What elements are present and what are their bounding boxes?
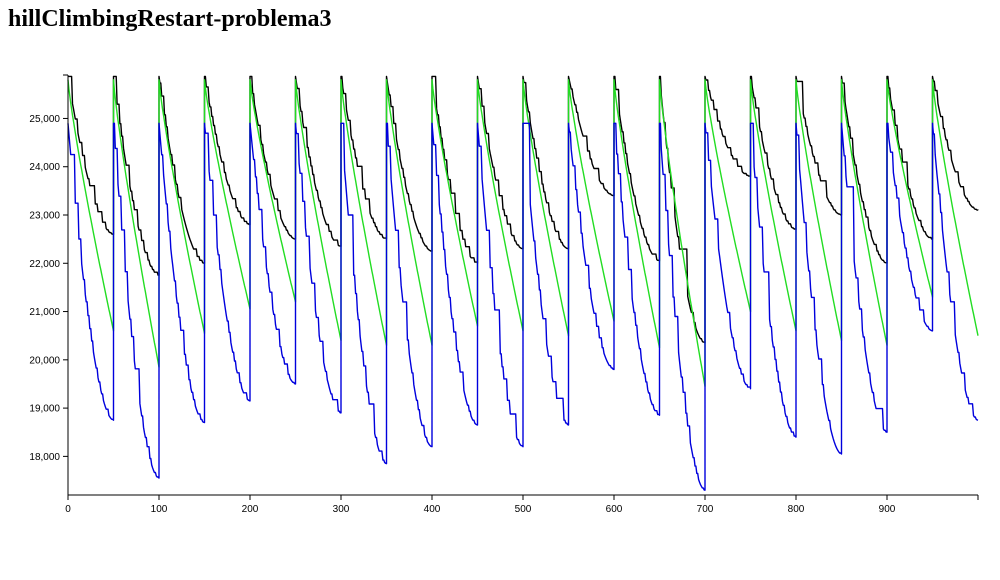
page-title: hillClimbingRestart-problema3 (8, 6, 332, 32)
x-tick-label: 700 (697, 504, 714, 515)
y-tick-label: 19,000 (29, 404, 60, 415)
x-tick-label: 600 (606, 504, 623, 515)
series-line-1 (68, 75, 979, 344)
x-tick-label: 800 (788, 504, 805, 515)
x-tick-label: 400 (424, 504, 441, 515)
y-tick-label: 24,000 (29, 162, 60, 173)
y-tick-label: 25,000 (29, 114, 60, 125)
x-tick-label: 300 (333, 504, 350, 515)
y-tick-label: 21,000 (29, 307, 60, 318)
series-line-3 (67, 122, 979, 491)
y-tick-label: 18,000 (29, 452, 60, 463)
series-layer (67, 75, 979, 491)
y-tick-label: 22,000 (29, 259, 60, 270)
x-tick-label: 200 (242, 504, 259, 515)
x-tick-label: 100 (151, 504, 168, 515)
y-tick-label: 23,000 (29, 211, 60, 222)
x-tick-label: 900 (879, 504, 896, 515)
y-tick-label: 20,000 (29, 355, 60, 366)
x-tick-label: 0 (65, 504, 71, 515)
axis-layer: 0 100 200 300 400 500 600 700 800 900 18,000 19,000… (29, 74, 979, 515)
x-tick-label: 500 (515, 504, 532, 515)
